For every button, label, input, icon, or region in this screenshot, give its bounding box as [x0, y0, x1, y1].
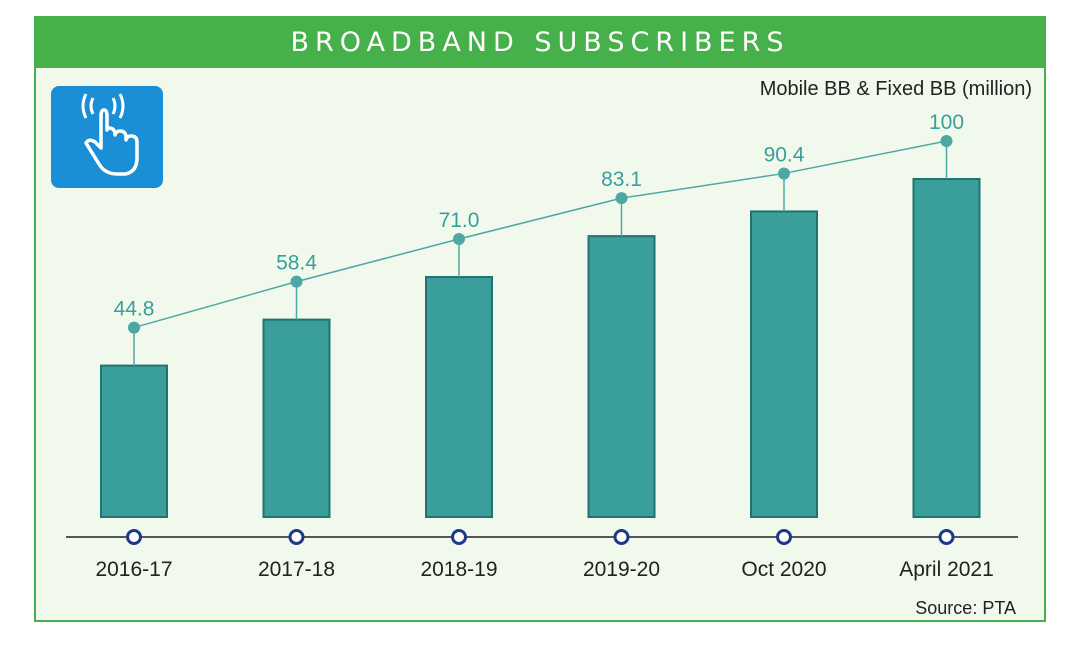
point-marker: [290, 275, 303, 288]
unit-label: Mobile BB & Fixed BB (million): [759, 78, 1032, 100]
data-label: 71.0: [439, 209, 480, 232]
axis-tick-dot: [938, 529, 955, 545]
axis-tick-dot: [451, 529, 467, 545]
axis-tick-dot: [126, 529, 142, 545]
point-marker: [615, 192, 628, 205]
axis-tick-dot: [288, 529, 305, 545]
bar: [262, 318, 331, 518]
axis-tick-dot: [613, 529, 630, 545]
data-label: 90.4: [764, 143, 805, 166]
point-marker: [128, 321, 140, 334]
touch-hand-signal-icon: [51, 86, 163, 188]
data-label: 83.1: [601, 168, 642, 191]
source-label: Source: PTA: [915, 598, 1016, 618]
point-marker: [778, 167, 790, 180]
x-tick-label: 2017-18: [258, 558, 335, 581]
data-label: 44.8: [114, 298, 155, 321]
x-tick-label: Oct 2020: [741, 558, 826, 581]
x-tick-label: April 2021: [899, 558, 994, 581]
axis-tick-dot: [776, 529, 792, 545]
point-marker: [453, 233, 465, 246]
x-tick-label: 2019-20: [583, 558, 660, 581]
bar: [587, 235, 656, 518]
data-label: 58.4: [276, 252, 317, 275]
trend-line: [133, 140, 947, 329]
data-label: 100: [929, 111, 964, 134]
chart-title: BROADBAND SUBSCRIBERS: [36, 18, 1044, 68]
chart-frame: BROADBAND SUBSCRIBERS Mobile BB & Fixed …: [34, 16, 1046, 622]
x-tick-label: 2016-17: [95, 558, 172, 581]
bar: [912, 178, 981, 518]
bar: [425, 276, 493, 518]
bar: [100, 364, 168, 518]
bar: [750, 210, 818, 518]
x-tick-label: 2018-19: [420, 558, 497, 581]
point-marker: [940, 135, 953, 147]
